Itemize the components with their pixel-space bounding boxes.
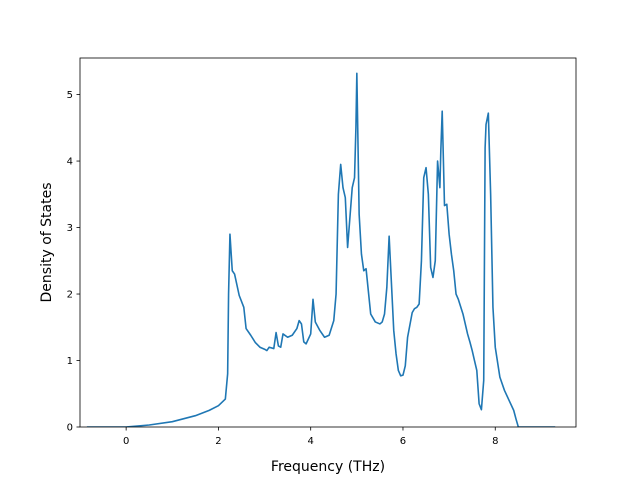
y-axis-label: Density of States <box>39 183 55 303</box>
y-tick-label: 2 <box>67 290 73 301</box>
series-line <box>86 72 556 427</box>
y-tick-label: 5 <box>67 90 73 101</box>
x-axis-label: Frequency (THz) <box>271 459 385 475</box>
y-axis-ticks: 0 1 2 3 4 5 <box>67 90 80 434</box>
x-axis-ticks: 0 2 4 6 8 <box>123 427 498 447</box>
y-tick-label: 0 <box>67 423 73 434</box>
x-tick-label: 4 <box>308 436 314 447</box>
x-tick-label: 6 <box>400 436 406 447</box>
x-tick-label: 2 <box>215 436 221 447</box>
plot-area <box>86 72 556 427</box>
y-tick-label: 3 <box>67 223 73 234</box>
y-tick-label: 1 <box>67 356 73 367</box>
x-tick-label: 8 <box>492 436 498 447</box>
axes-frame <box>79 57 577 428</box>
x-tick-label: 0 <box>123 436 129 447</box>
y-tick-label: 4 <box>67 157 73 168</box>
